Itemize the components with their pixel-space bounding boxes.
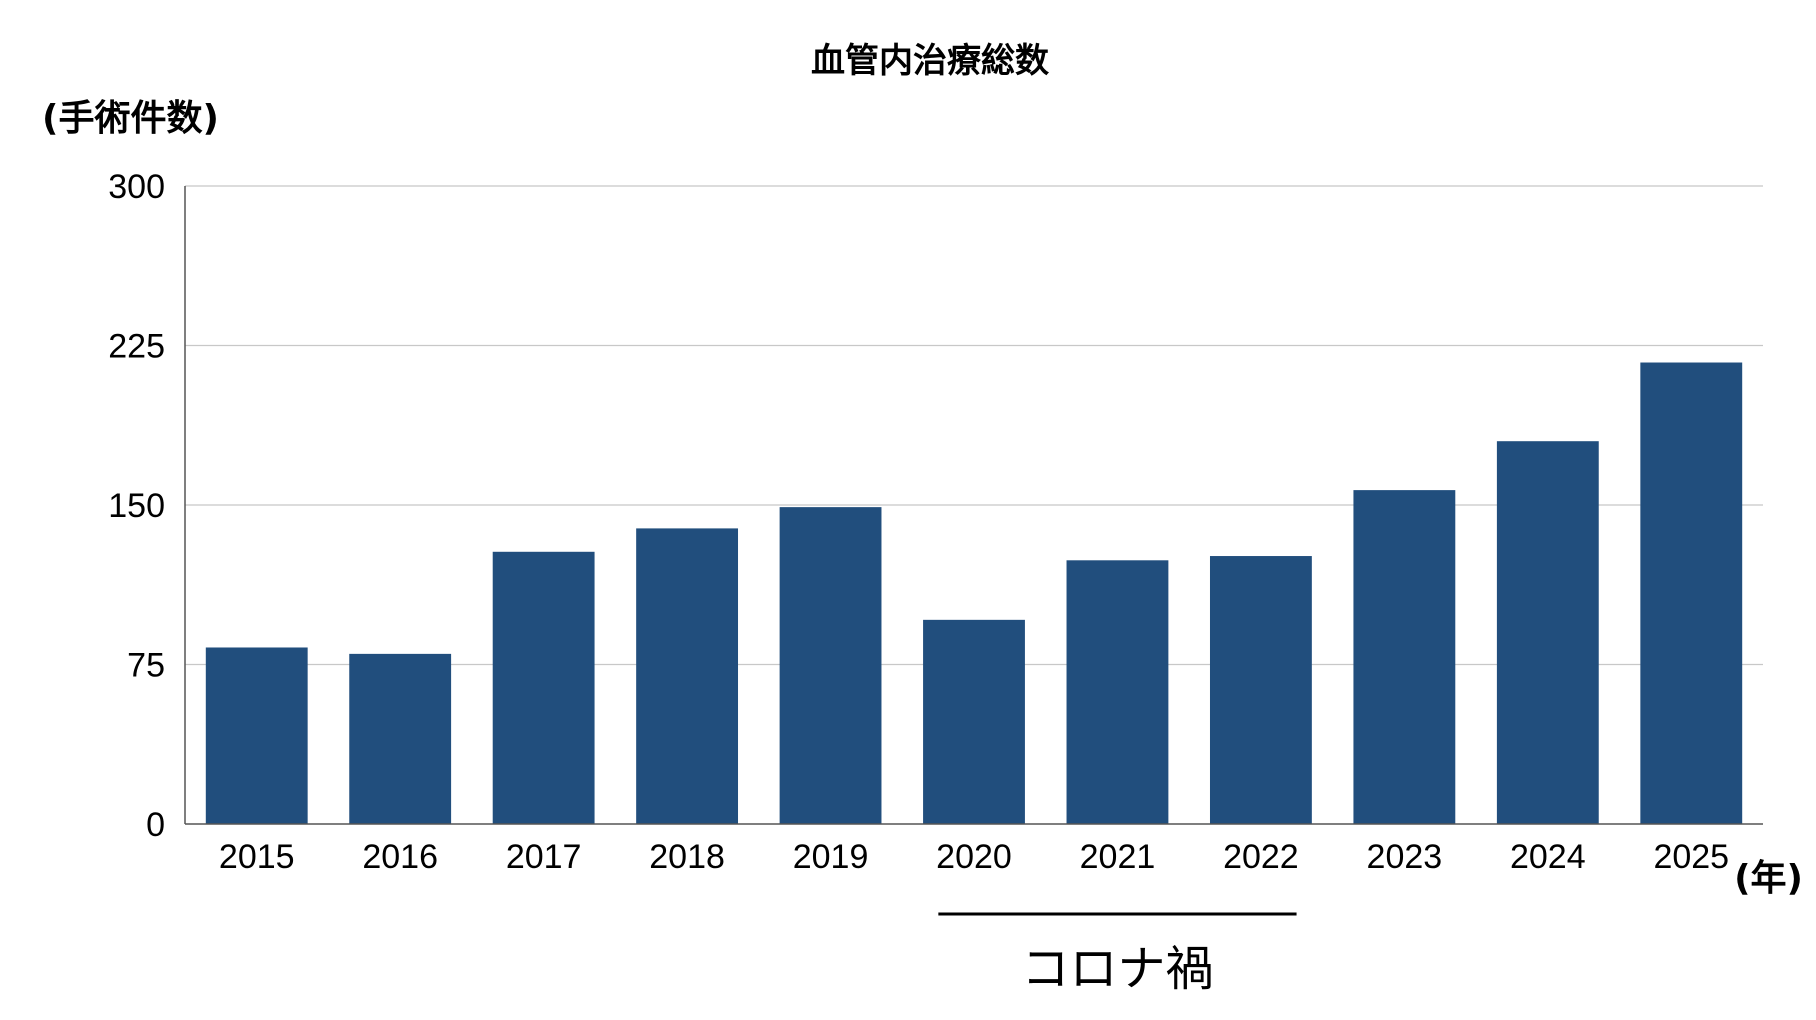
x-tick-label: 2018 — [649, 838, 725, 876]
x-axis-label: (年) — [1734, 858, 1803, 899]
x-tick-label: 2023 — [1367, 838, 1443, 876]
bar-2018 — [636, 528, 739, 824]
bar-2024 — [1496, 441, 1599, 824]
y-tick-label: 75 — [127, 647, 165, 685]
x-tick-label: 2019 — [793, 838, 869, 876]
x-tick-label: 2025 — [1653, 838, 1729, 876]
bar-2020 — [923, 619, 1025, 824]
bar-2025 — [1640, 362, 1743, 824]
bar-2016 — [349, 653, 452, 824]
chart-title: 血管内治療総数 — [811, 41, 1049, 81]
y-tick-label: 300 — [108, 168, 165, 206]
bar-2022 — [1209, 556, 1312, 824]
x-tick-label: 2016 — [362, 838, 438, 876]
bar-2021 — [1066, 560, 1169, 824]
x-tick-label: 2017 — [506, 838, 582, 876]
covid-period-label: コロナ禍 — [1021, 941, 1213, 997]
y-tick-label: 225 — [108, 328, 165, 366]
bar-2017 — [492, 551, 595, 824]
bars — [205, 362, 1743, 824]
y-tick-label: 0 — [146, 806, 165, 844]
x-tick-label: 2024 — [1510, 838, 1586, 876]
y-tick-labels: 0 75 150 225 300 — [108, 168, 165, 844]
x-tick-label: 2015 — [219, 838, 295, 876]
x-tick-label: 2022 — [1223, 838, 1299, 876]
bar-2019 — [779, 507, 882, 824]
bar-2023 — [1353, 490, 1456, 824]
x-tick-label: 2020 — [936, 838, 1012, 876]
x-tick-labels: 2015 2016 2017 2018 2019 2020 2021 2022 2023 2024… — [219, 838, 1729, 876]
x-tick-label: 2021 — [1080, 838, 1156, 876]
y-axis-label: (手術件数) — [42, 98, 219, 139]
bar-2015 — [205, 647, 308, 824]
y-tick-label: 150 — [108, 487, 165, 525]
